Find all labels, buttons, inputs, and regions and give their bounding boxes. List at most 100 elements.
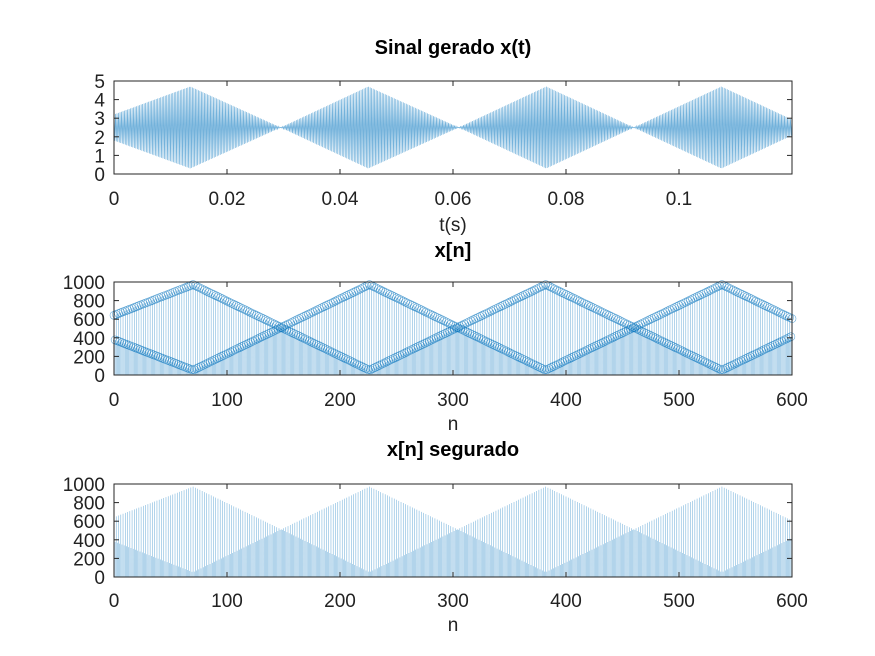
stem-marker (246, 337, 256, 347)
stem-marker (560, 356, 570, 366)
x-tick-label: 100 (211, 591, 243, 612)
stem-marker (728, 285, 738, 295)
stem-marker (333, 295, 343, 305)
stem-marker (771, 306, 781, 316)
stem-marker (356, 284, 365, 294)
stem-marker (516, 292, 526, 301)
stem-marker (708, 284, 718, 294)
stem-marker (285, 318, 295, 328)
stem-marker (523, 289, 532, 298)
stem-marker (734, 357, 744, 367)
stem-marker (653, 334, 662, 344)
stem-marker (774, 307, 783, 317)
stem-marker (572, 295, 582, 305)
stem-marker (614, 330, 624, 339)
stem-marker (291, 330, 301, 339)
stem-marker (177, 284, 187, 294)
stem-marker (504, 347, 513, 357)
stem-marker (235, 343, 244, 352)
stem-marker (443, 328, 452, 337)
stem-marker (723, 363, 732, 372)
stem-marker (472, 332, 482, 342)
stem-marker (563, 291, 573, 300)
stem-marker (345, 356, 355, 366)
x-axis-label: t(s) (439, 215, 466, 236)
stem-marker (636, 319, 645, 329)
y-tick-label: 200 (73, 347, 105, 368)
y-tick-label: 1000 (63, 475, 105, 496)
stem-marker (565, 354, 574, 363)
stem-marker (267, 318, 277, 328)
stem-marker (363, 365, 373, 374)
stem-marker (574, 349, 583, 359)
stem-marker (213, 292, 223, 301)
stem-marker (336, 352, 346, 361)
stem-marker (361, 364, 371, 373)
stem-marker (684, 349, 694, 359)
stem-marker (370, 363, 380, 372)
stem-marker (352, 359, 362, 369)
stem-marker (743, 353, 753, 362)
stem-marker (377, 359, 387, 369)
stem-marker (758, 300, 767, 309)
stem-marker (307, 337, 317, 347)
x-tick-label: 600 (776, 591, 808, 612)
stem-marker (697, 290, 706, 299)
stem-marker (217, 352, 226, 361)
stem-marker (317, 303, 327, 312)
stem-marker (664, 340, 674, 349)
stem-marker (655, 335, 665, 345)
stem-marker (283, 319, 293, 329)
stem-marker (309, 338, 319, 348)
y-tick-label: 1 (94, 146, 105, 167)
stem-marker (701, 287, 711, 297)
stem-marker (490, 341, 500, 350)
stem-marker (710, 283, 720, 293)
y-tick-label: 800 (73, 292, 105, 313)
stem-marker (179, 283, 189, 293)
stem-marker (545, 282, 555, 292)
stem-marker (420, 338, 430, 348)
stem-marker (527, 286, 537, 296)
stem-marker (762, 302, 772, 311)
stem-marker (467, 330, 477, 339)
stem-marker (553, 359, 563, 369)
stem-marker (645, 315, 654, 325)
plot-area (113, 486, 793, 577)
stem-marker (739, 355, 748, 365)
stem-marker (111, 310, 121, 319)
stem-marker (372, 362, 382, 371)
stem-marker (252, 311, 261, 320)
stem-marker (722, 282, 731, 292)
stem-marker (675, 345, 685, 355)
stem-marker (696, 355, 705, 365)
stem-marker (583, 345, 592, 355)
stem-marker (244, 338, 253, 348)
stem-marker (153, 352, 163, 361)
stem-marker (210, 355, 219, 365)
stem-marker (326, 298, 336, 308)
stem-marker (200, 285, 209, 295)
stem-marker (665, 305, 675, 315)
stem-marker (598, 337, 608, 347)
stem-marker (314, 341, 323, 350)
stem-marker (248, 336, 258, 346)
stem-marker (159, 291, 169, 301)
stem-marker (474, 333, 484, 343)
stem-marker (769, 305, 779, 315)
stem-marker (750, 349, 760, 359)
stem-marker (705, 359, 714, 369)
stem-marker (137, 346, 147, 355)
stem-marker (410, 302, 419, 311)
stem-marker (700, 357, 710, 367)
stem-marker (685, 295, 695, 305)
stem-marker (752, 348, 762, 358)
stem-marker (231, 301, 241, 310)
stem-marker (396, 295, 406, 305)
stem-marker (296, 332, 305, 342)
stem-marker (374, 284, 383, 294)
stem-marker (502, 298, 512, 308)
stem-marker (713, 282, 722, 292)
stem-marker (366, 365, 375, 374)
